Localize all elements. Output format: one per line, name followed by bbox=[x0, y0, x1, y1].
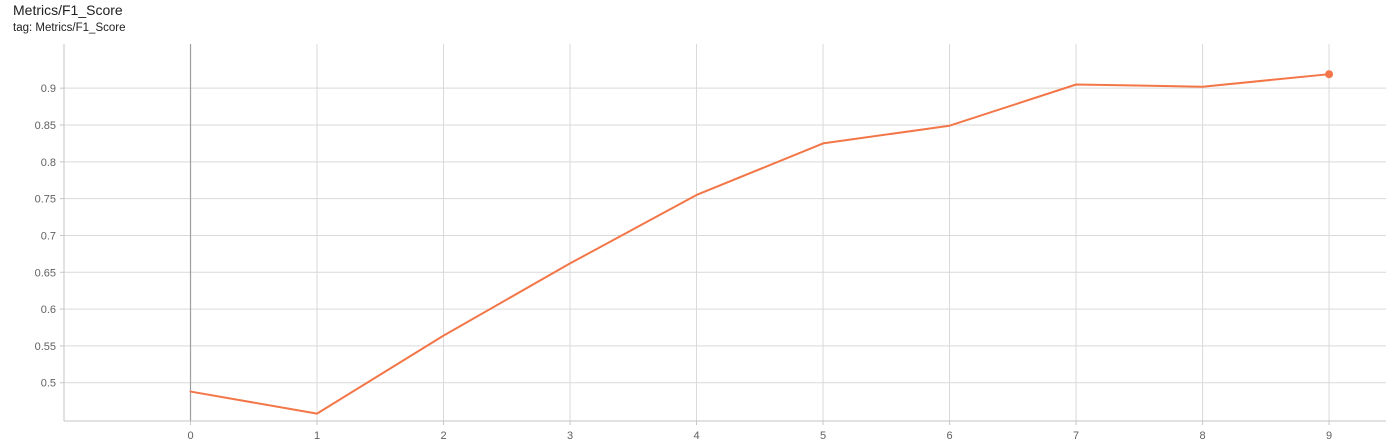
data-point[interactable] bbox=[567, 260, 573, 266]
f1-score-series-line[interactable] bbox=[189, 73, 1331, 415]
x-tick-label: 9 bbox=[1326, 430, 1332, 442]
data-point[interactable] bbox=[1200, 84, 1206, 90]
chart-card-header: Metrics/F1_Score tag: Metrics/F1_Score bbox=[13, 2, 125, 35]
data-point[interactable] bbox=[820, 140, 826, 146]
y-tick-label: 0.65 bbox=[35, 267, 56, 279]
series-layer[interactable] bbox=[188, 70, 1334, 416]
data-point[interactable] bbox=[314, 411, 320, 417]
data-point[interactable] bbox=[694, 192, 700, 198]
y-tick-label: 0.9 bbox=[41, 83, 56, 95]
tick-labels: 0.5 0.55 0.6 0.65 0.7 0.75 0.8 0.85 0.9 0 1 2 3 4 5 6 7 8… bbox=[35, 83, 1333, 442]
chart-title: Metrics/F1_Score bbox=[13, 2, 123, 18]
x-tick-label: 6 bbox=[946, 430, 952, 442]
data-point[interactable] bbox=[441, 333, 447, 339]
last-data-point[interactable] bbox=[1325, 70, 1334, 79]
y-tick-label: 0.7 bbox=[41, 230, 56, 242]
data-point[interactable] bbox=[1073, 81, 1079, 87]
data-point[interactable] bbox=[188, 389, 194, 395]
data-point[interactable] bbox=[947, 123, 953, 129]
axes bbox=[60, 44, 1386, 425]
x-tick-label: 2 bbox=[440, 430, 446, 442]
y-tick-label: 0.85 bbox=[35, 120, 56, 132]
x-tick-label: 3 bbox=[567, 430, 573, 442]
y-tick-label: 0.5 bbox=[41, 378, 56, 390]
x-tick-label: 1 bbox=[314, 430, 320, 442]
y-tick-label: 0.8 bbox=[41, 157, 56, 169]
y-tick-label: 0.6 bbox=[41, 304, 56, 316]
grid-lines bbox=[64, 44, 1386, 421]
x-tick-label: 7 bbox=[1073, 430, 1079, 442]
x-tick-label: 5 bbox=[820, 430, 826, 442]
x-tick-label: 8 bbox=[1200, 430, 1206, 442]
x-tick-label: 4 bbox=[693, 430, 699, 442]
x-tick-label: 0 bbox=[187, 430, 193, 442]
y-tick-label: 0.55 bbox=[35, 341, 56, 353]
y-tick-label: 0.75 bbox=[35, 194, 56, 206]
chart-tag-subtitle: tag: Metrics/F1_Score bbox=[13, 22, 126, 34]
